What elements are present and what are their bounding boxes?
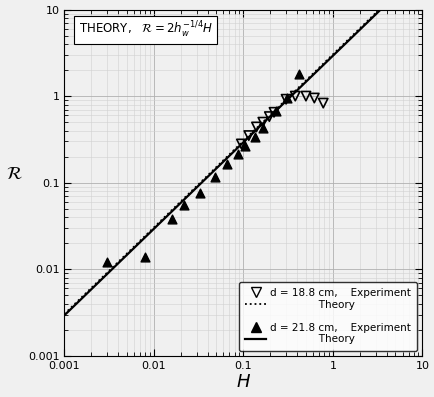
Point [103,259,110,266]
Point [302,93,309,99]
Point [253,124,260,130]
Point [272,108,279,114]
Point [168,216,175,222]
Point [310,95,317,101]
Point [259,119,266,125]
Point [196,190,203,197]
Point [295,71,302,77]
Point [265,114,272,120]
Point [270,109,277,116]
X-axis label: $H$: $H$ [235,374,250,391]
Point [282,96,289,102]
Point [211,174,218,181]
Point [234,151,241,157]
Point [319,100,326,106]
Point [291,93,298,99]
Point [141,253,148,260]
Point [237,141,244,147]
Y-axis label: $\mathcal{R}$: $\mathcal{R}$ [6,165,22,183]
Text: THEORY,   $\mathcal{R} = 2h_w^{-1/4}H$: THEORY, $\mathcal{R} = 2h_w^{-1/4}H$ [79,20,213,40]
Point [223,161,230,167]
Point [251,134,258,141]
Point [259,125,266,131]
Legend: d = 18.8 cm,    Experiment,                Theory, , d = 21.8 cm,    Experiment,: d = 18.8 cm, Experiment, Theory, , d = 2… [238,282,416,351]
Point [245,133,252,139]
Point [283,95,290,101]
Point [241,143,248,149]
Point [181,202,187,208]
